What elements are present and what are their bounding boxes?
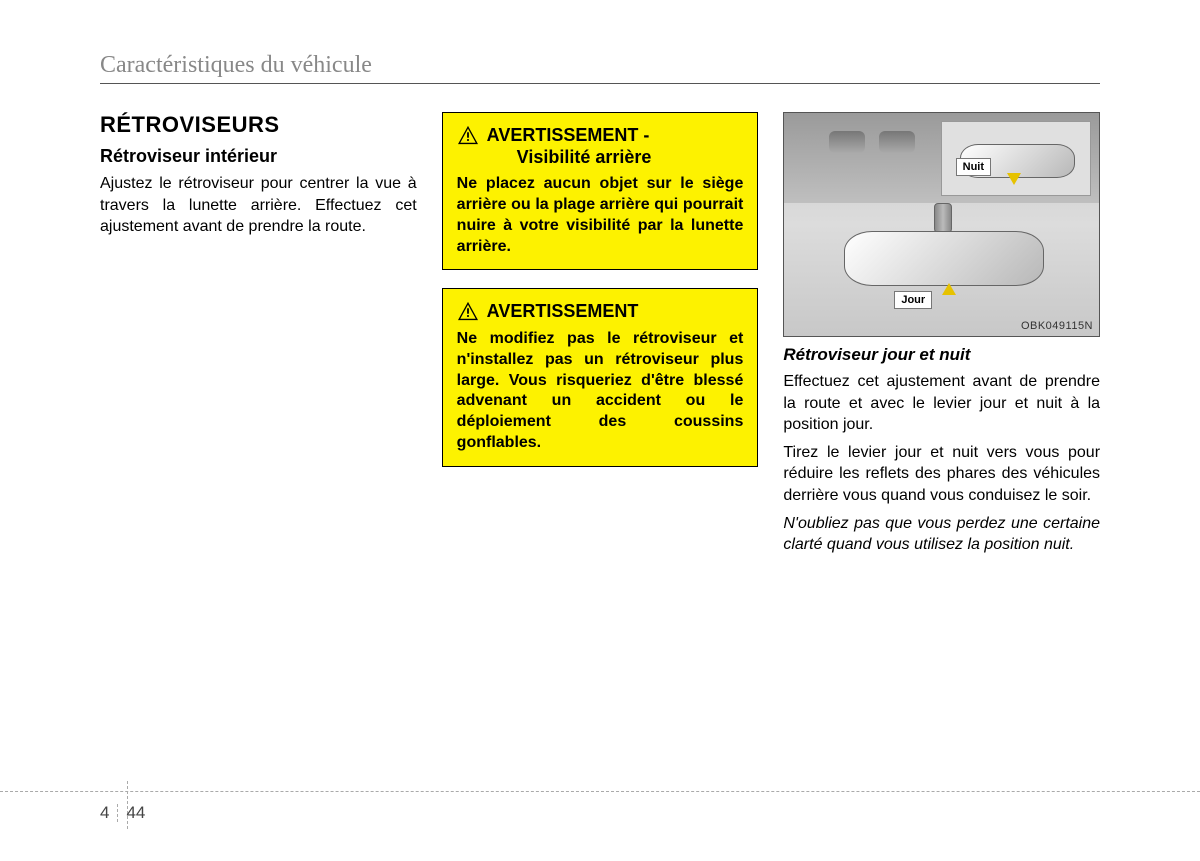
col3-paragraph-1: Effectuez cet ajustement avant de prendr… (783, 371, 1100, 436)
warning-2-title-row: AVERTISSEMENT (457, 301, 744, 323)
figure-code: OBK049115N (1021, 320, 1093, 332)
warning-1-body: Ne placez aucun objet sur le siège arriè… (457, 174, 744, 257)
page-number: 44 (126, 803, 145, 823)
label-jour: Jour (894, 291, 932, 309)
footer-dashed-line (0, 791, 1200, 792)
page-header: Caractéristiques du véhicule (100, 52, 1100, 84)
warning-2-body: Ne modifiez pas le rétroviseur et n'inst… (457, 329, 744, 454)
warning-2-title: AVERTISSEMENT (487, 301, 639, 323)
subsection-title: Rétroviseur intérieur (100, 146, 417, 167)
column-1: RÉTROVISEURS Rétroviseur intérieur Ajust… (100, 112, 417, 556)
arrow-jour-icon (942, 283, 956, 295)
warning-icon (457, 125, 479, 145)
mirror-stem-graphic (934, 203, 952, 233)
warning-icon (457, 301, 479, 321)
warning-box-1: AVERTISSEMENT - Visibilité arrière Ne pl… (442, 112, 759, 270)
col3-paragraph-2: Tirez le levier jour et nuit vers vous p… (783, 442, 1100, 507)
page-number-box: 4 44 (100, 803, 145, 823)
col3-note: N'oubliez pas que vous perdez une certai… (783, 513, 1100, 556)
content-area: RÉTROVISEURS Rétroviseur intérieur Ajust… (100, 112, 1100, 556)
warning-1-subtitle: Visibilité arrière (517, 147, 652, 169)
warning-box-2: AVERTISSEMENT Ne modifiez pas le rétrovi… (442, 288, 759, 466)
chapter-number: 4 (100, 803, 109, 823)
header-title: Caractéristiques du véhicule (100, 52, 372, 78)
arrow-nuit-icon (1007, 173, 1021, 185)
figure-caption: Rétroviseur jour et nuit (783, 345, 1100, 365)
warning-1-title-text: AVERTISSEMENT - Visibilité arrière (487, 125, 652, 168)
column-3: Nuit Jour OBK049115N Rétroviseur jour et… (783, 112, 1100, 556)
mirror-day-graphic (844, 231, 1044, 286)
column-2: AVERTISSEMENT - Visibilité arrière Ne pl… (442, 112, 759, 556)
warning-1-title-row: AVERTISSEMENT - Visibilité arrière (457, 125, 744, 168)
page-divider (117, 804, 118, 822)
intro-paragraph: Ajustez le rétroviseur pour centrer la v… (100, 173, 417, 238)
page-footer: 4 44 (0, 791, 1200, 831)
mirror-figure: Nuit Jour OBK049115N (783, 112, 1100, 337)
label-nuit: Nuit (956, 158, 991, 176)
section-title: RÉTROVISEURS (100, 112, 417, 138)
warning-1-title: AVERTISSEMENT - (487, 125, 650, 145)
